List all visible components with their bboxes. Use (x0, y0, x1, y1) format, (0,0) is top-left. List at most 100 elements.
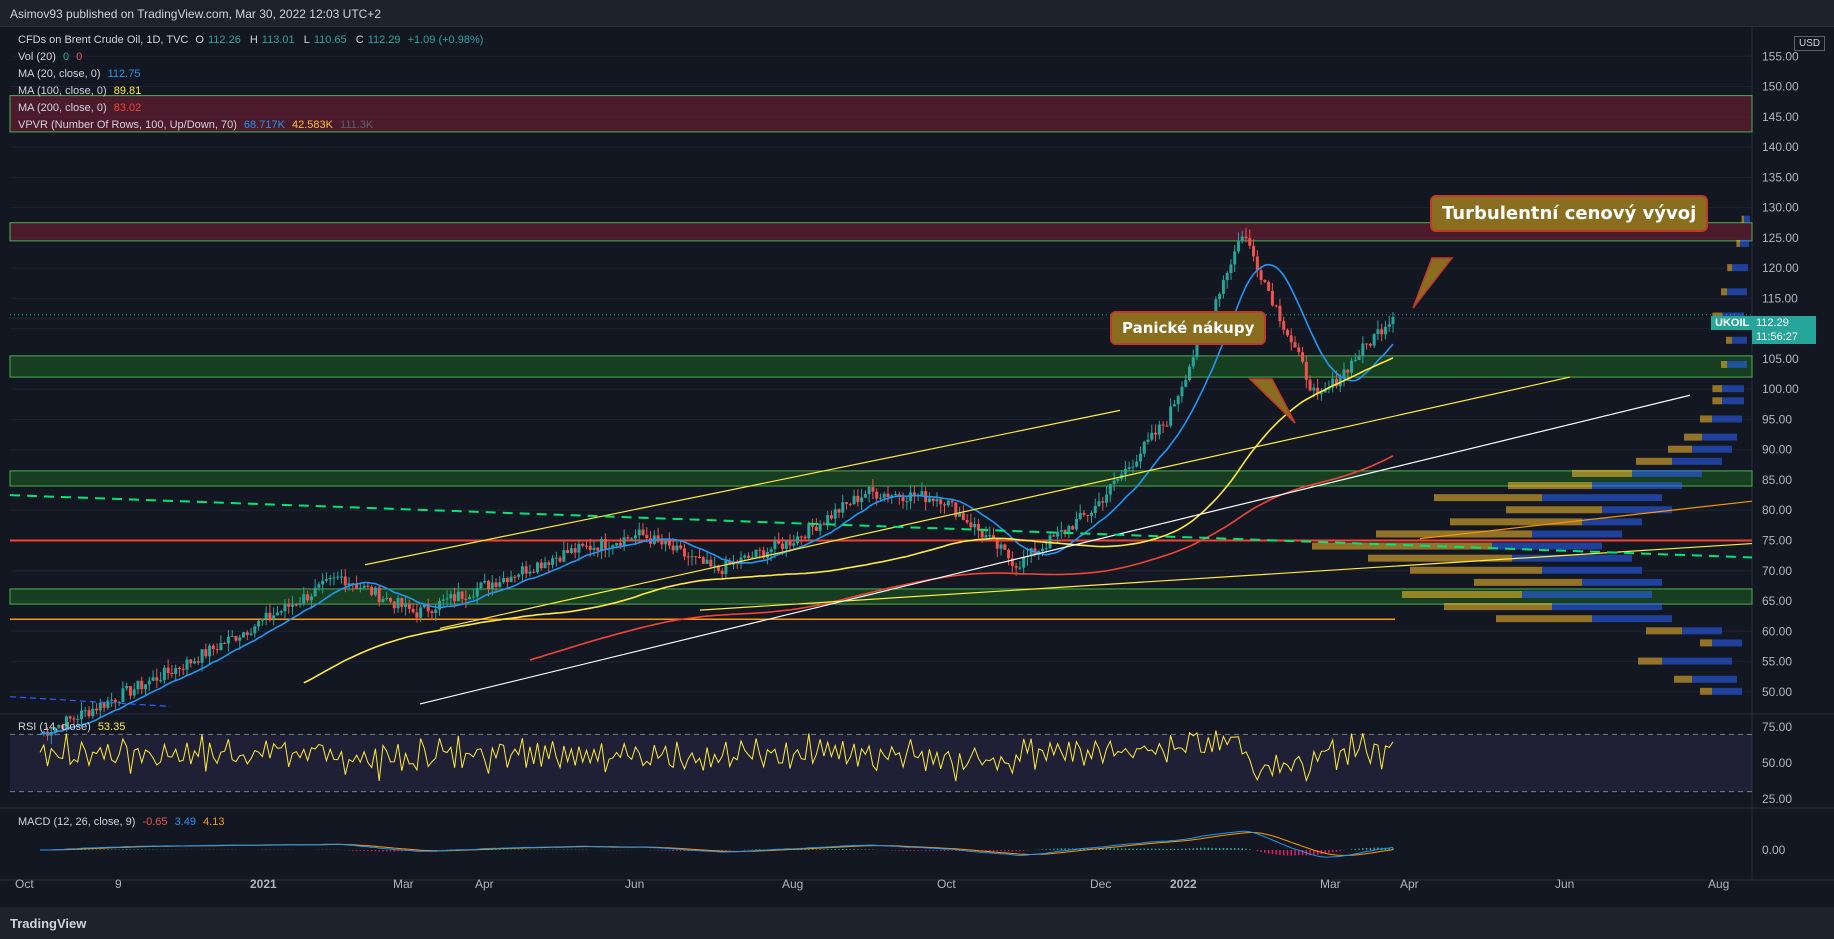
candle-body (430, 611, 434, 613)
candle-body (1255, 256, 1259, 271)
y-tick-label: 120.00 (1762, 261, 1799, 275)
macd-tick-label: 0.00 (1762, 843, 1786, 857)
candle-body (1236, 241, 1240, 252)
candle-body (939, 499, 943, 505)
vpvr-bar-up (1692, 445, 1732, 453)
trendline-rising (439, 376, 1571, 629)
candle-body (298, 603, 302, 605)
candle-body (445, 598, 449, 600)
vpvr-bar-up (1712, 687, 1742, 695)
vpvr-bar-down (1700, 639, 1712, 647)
legend-symbol: CFDs on Brent Crude Oil, 1D, TVC O 112.26… (18, 34, 487, 46)
vpvr-bar-up (1522, 590, 1652, 598)
candle-body (603, 538, 607, 549)
ma100-line (303, 357, 1394, 684)
y-tick-label: 135.00 (1762, 170, 1799, 184)
price-chart[interactable]: 50.00 55.00 60.00 65.00 70.00 75.00 80.00 85.00… (0, 26, 1834, 907)
candle-body (253, 626, 257, 634)
trendline-blue-dashed (9, 696, 171, 707)
vpvr-bar-up (1602, 506, 1672, 514)
vpvr-bar-up (1744, 215, 1750, 223)
candle-body (415, 612, 419, 618)
open-value: 112.26 (207, 34, 241, 46)
x-tick-label: Dec (1090, 877, 1111, 891)
candle-body (573, 548, 577, 553)
vpvr-bar-up (1732, 264, 1748, 272)
callout-panic-buying[interactable]: Panické nákupy (1110, 311, 1267, 345)
candle-body (829, 515, 833, 519)
candle-body (449, 594, 453, 599)
candle-body (1003, 544, 1007, 550)
candle-body (630, 538, 634, 540)
x-tick-label: 9 (115, 877, 122, 891)
candle-body (1138, 453, 1142, 462)
vpvr-bar-down (1712, 385, 1722, 393)
candle-body (264, 612, 268, 620)
candle-body (1357, 356, 1361, 360)
currency-label[interactable]: USD (1794, 36, 1826, 51)
open-label: O (195, 34, 204, 46)
candle-body (132, 689, 136, 696)
candle-body (257, 620, 261, 627)
candle-body (747, 555, 751, 558)
candle-body (739, 557, 743, 564)
x-tick-label: Oct (15, 877, 34, 891)
candle-body (283, 603, 287, 612)
candle-body (961, 513, 965, 521)
vpvr-bar-down (1474, 578, 1582, 586)
candle-body (633, 535, 637, 539)
candle-body (566, 550, 570, 553)
candle-body (294, 604, 298, 606)
candle-body (686, 556, 690, 558)
y-tick-label: 145.00 (1762, 110, 1799, 124)
candle-body (385, 597, 389, 600)
candle-body (1176, 396, 1180, 405)
candle-body (1319, 392, 1323, 395)
candle-body (343, 576, 347, 586)
candle-body (969, 522, 973, 528)
candle-body (249, 633, 253, 635)
vpvr-bar-down (1721, 360, 1727, 368)
candle-body (513, 576, 517, 578)
legend-vol: Vol (20) 0 0 (18, 51, 86, 63)
y-tick-label: 50.00 (1762, 685, 1792, 699)
candle-body (441, 599, 445, 601)
candle-body (1022, 557, 1026, 568)
trendline-orange (1419, 500, 1753, 540)
candle-body (475, 587, 479, 597)
candle-body (1101, 501, 1105, 503)
candle-body (973, 523, 977, 528)
candle-body (181, 669, 185, 671)
support-zone (9, 588, 1753, 605)
candle-body (396, 598, 400, 609)
brand-logo[interactable]: TradingView (10, 916, 87, 931)
candle-body (306, 594, 310, 601)
publish-header: Asimov93 published on TradingView.com, M… (0, 0, 1834, 27)
x-tick-label: 2022 (1170, 877, 1197, 891)
candle-body (223, 642, 227, 644)
vpvr-bar-up (1542, 566, 1642, 574)
low-label: L (303, 34, 310, 46)
candle-body (460, 591, 464, 599)
candle-body (189, 659, 193, 664)
candle-body (1391, 317, 1395, 325)
ma100-label: MA (100, close, 0) (18, 85, 107, 97)
candle-body (324, 579, 328, 581)
candle-body (336, 576, 340, 578)
candle-body (275, 612, 279, 616)
macd-value-1: -0.65 (142, 816, 168, 828)
candle-body (728, 560, 732, 565)
candle-body (641, 529, 645, 535)
candle-body (1014, 565, 1018, 568)
candle-body (976, 523, 980, 531)
publish-info: Asimov93 published on TradingView.com, M… (10, 7, 381, 21)
candle-body (1097, 501, 1101, 506)
candle-body (562, 550, 566, 562)
candle-body (110, 699, 114, 701)
y-tick-label: 75.00 (1762, 534, 1792, 548)
callout-turbulent[interactable]: Turbulentní cenový vývoj (1430, 195, 1709, 232)
candle-body (618, 543, 622, 546)
vpvr-bar-up (1552, 603, 1662, 611)
legend-ma20: MA (20, close, 0) 112.75 (18, 68, 144, 80)
candle-body (260, 619, 264, 621)
